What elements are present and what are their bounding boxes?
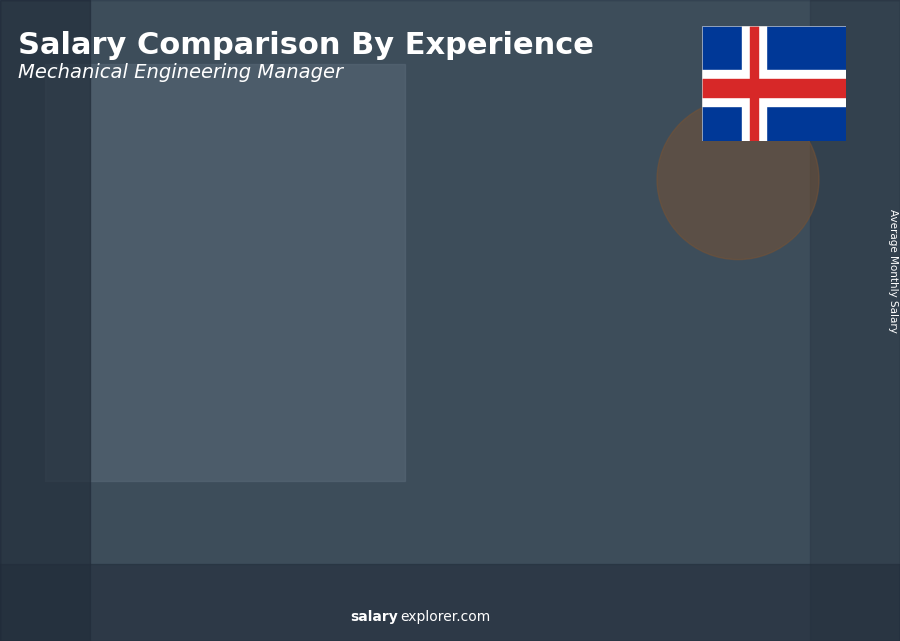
Polygon shape	[93, 438, 169, 449]
Text: Mechanical Engineering Manager: Mechanical Engineering Manager	[18, 63, 343, 82]
Text: 20+ Years: 20+ Years	[705, 579, 787, 595]
FancyArrowPatch shape	[146, 399, 236, 435]
Polygon shape	[338, 343, 402, 356]
FancyArrowPatch shape	[267, 333, 358, 399]
Bar	[742, 26, 766, 141]
Text: Average Monthly Salary: Average Monthly Salary	[888, 209, 898, 333]
Ellipse shape	[657, 99, 819, 260]
Text: 15 to 20: 15 to 20	[589, 579, 657, 595]
Text: 10 to 15: 10 to 15	[465, 579, 534, 595]
Text: +8%: +8%	[636, 170, 682, 188]
Polygon shape	[338, 343, 402, 558]
Bar	[0, 0, 90, 641]
Text: 549,000 ISK: 549,000 ISK	[215, 440, 291, 453]
Polygon shape	[157, 438, 169, 558]
Polygon shape	[584, 260, 661, 272]
Polygon shape	[584, 272, 649, 288]
Polygon shape	[215, 401, 292, 412]
Text: salary: salary	[350, 610, 398, 624]
Polygon shape	[93, 449, 157, 455]
Polygon shape	[707, 237, 784, 247]
Text: +34%: +34%	[139, 322, 196, 340]
Text: explorer.com: explorer.com	[400, 610, 491, 624]
Text: < 2 Years: < 2 Years	[92, 579, 169, 595]
Polygon shape	[280, 401, 292, 558]
Polygon shape	[462, 296, 526, 312]
Text: +9%: +9%	[514, 182, 560, 200]
Polygon shape	[402, 331, 415, 558]
Bar	[750, 26, 758, 141]
Polygon shape	[338, 331, 415, 343]
Text: 811,000 ISK: 811,000 ISK	[338, 370, 414, 383]
Text: 1,080,000 ISK: 1,080,000 ISK	[584, 299, 672, 312]
Polygon shape	[707, 247, 771, 266]
FancyArrowPatch shape	[392, 284, 482, 329]
Text: Salary Comparison By Experience: Salary Comparison By Experience	[18, 31, 594, 60]
Bar	[702, 79, 846, 97]
Polygon shape	[215, 412, 280, 558]
Text: 1,170,000 ISK: 1,170,000 ISK	[707, 276, 795, 288]
Bar	[45, 64, 405, 481]
FancyArrowPatch shape	[515, 256, 605, 283]
Text: 2 to 5: 2 to 5	[230, 579, 277, 595]
Polygon shape	[771, 237, 784, 558]
Bar	[810, 0, 900, 641]
Text: 5 to 10: 5 to 10	[347, 579, 406, 595]
FancyArrowPatch shape	[638, 233, 728, 258]
Text: +48%: +48%	[261, 237, 320, 255]
Text: 411,000 ISK: 411,000 ISK	[93, 477, 168, 490]
Text: +22%: +22%	[384, 190, 443, 208]
Polygon shape	[649, 260, 661, 558]
Polygon shape	[526, 285, 538, 558]
Bar	[702, 70, 846, 106]
Polygon shape	[215, 412, 280, 421]
Text: 989,000 ISK: 989,000 ISK	[462, 324, 537, 337]
Polygon shape	[462, 296, 526, 558]
Polygon shape	[462, 285, 538, 296]
Polygon shape	[584, 272, 649, 558]
Bar	[0, 564, 900, 641]
Polygon shape	[707, 247, 771, 558]
Polygon shape	[93, 449, 157, 558]
